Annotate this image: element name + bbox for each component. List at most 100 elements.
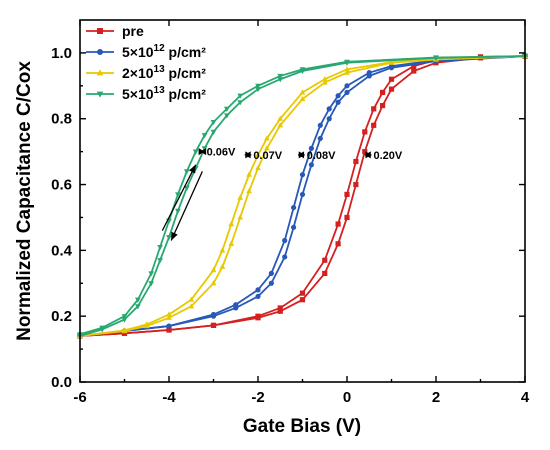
data-point	[166, 235, 172, 241]
data-point	[210, 280, 217, 286]
data-point	[326, 116, 332, 122]
data-point	[210, 311, 217, 318]
data-point	[223, 106, 230, 112]
legend-marker	[96, 91, 104, 98]
arrowhead-right	[198, 148, 205, 156]
legend-exponent: 12	[154, 43, 166, 54]
data-point	[353, 158, 359, 165]
data-point	[210, 129, 217, 136]
data-point	[344, 191, 350, 198]
data-point	[166, 323, 172, 329]
data-point	[380, 102, 386, 109]
data-point	[201, 146, 208, 152]
data-point	[143, 321, 150, 327]
data-point	[277, 73, 284, 80]
x-tick-label: 0	[343, 389, 351, 406]
data-point	[223, 113, 230, 119]
data-point	[255, 313, 261, 319]
legend-unit: p/cm²	[165, 65, 207, 81]
data-point	[166, 327, 172, 333]
x-axis-title: Gate Bias (V)	[243, 416, 361, 437]
data-point	[188, 296, 195, 302]
data-point	[255, 151, 261, 158]
data-point	[344, 83, 350, 89]
sweep-arrow	[161, 164, 197, 231]
data-point	[192, 149, 199, 155]
data-point	[255, 293, 261, 300]
data-point	[344, 69, 350, 75]
data-point	[157, 258, 163, 264]
series-2	[77, 53, 528, 339]
legend-exponent: 13	[154, 64, 166, 75]
data-point	[175, 192, 181, 198]
data-point	[183, 185, 190, 191]
y-axis-title: Normalized Capacitance C/Cox	[14, 61, 35, 341]
y-tick-label: 0.0	[51, 374, 72, 391]
y-tick-label: 0.6	[51, 177, 72, 194]
series-line-down	[79, 55, 526, 336]
annotation-layer: 0.06V 0.07V 0.08V 0.20V	[161, 147, 403, 241]
data-point	[134, 297, 141, 303]
data-point	[321, 76, 328, 82]
series-layer	[77, 53, 528, 340]
data-point	[317, 135, 323, 142]
data-point	[335, 99, 341, 105]
data-point	[201, 133, 208, 139]
data-point	[255, 87, 261, 93]
data-point	[322, 270, 328, 276]
data-point	[233, 302, 239, 308]
series-3	[77, 54, 528, 340]
annotation-label: 0.06V	[207, 147, 236, 159]
legend-marker	[96, 69, 104, 76]
arrowhead-right	[365, 151, 372, 159]
data-point	[99, 325, 106, 331]
data-point	[148, 271, 155, 277]
data-point	[299, 297, 306, 303]
data-point	[237, 100, 244, 106]
x-tick-label: -2	[251, 389, 264, 406]
data-point	[268, 270, 274, 276]
data-point	[228, 220, 235, 227]
data-point	[255, 164, 261, 171]
legend: pre 5×1012 p/cm² 2×1013 p/cm² 5×1013 p/cm²	[86, 23, 206, 102]
data-point	[326, 106, 332, 112]
sweep-arrowhead	[171, 231, 178, 241]
data-point	[344, 89, 350, 95]
data-point	[362, 129, 368, 135]
data-point	[175, 208, 181, 214]
data-point	[282, 237, 288, 244]
y-tick-label: 0.8	[51, 111, 72, 128]
data-point	[380, 89, 386, 95]
data-point	[210, 119, 217, 126]
data-point	[299, 172, 306, 178]
data-point	[210, 322, 217, 328]
data-point	[246, 171, 252, 177]
data-point	[335, 241, 341, 247]
data-point	[299, 290, 306, 296]
data-point	[388, 59, 395, 65]
data-point	[317, 122, 323, 128]
annotation-label: 0.08V	[307, 150, 336, 162]
data-point	[433, 55, 439, 61]
data-point	[344, 66, 350, 72]
data-point	[366, 70, 372, 76]
data-point	[299, 67, 306, 73]
data-point	[148, 281, 155, 287]
series-1	[77, 53, 528, 339]
data-point	[344, 59, 350, 65]
annotation-label: 0.07V	[253, 150, 282, 162]
data-point	[335, 93, 341, 99]
data-point	[411, 68, 417, 74]
data-point	[299, 89, 306, 95]
series-0	[77, 53, 528, 339]
x-tick-label: 4	[521, 389, 530, 406]
sweep-arrow	[170, 171, 203, 241]
data-point	[188, 303, 195, 309]
y-tick-label: 0.2	[51, 308, 72, 325]
series-line-up	[79, 55, 526, 337]
data-point	[255, 287, 261, 293]
x-tick-label: -4	[162, 389, 176, 406]
data-point	[371, 122, 377, 128]
sweep-arrowhead	[188, 164, 196, 174]
